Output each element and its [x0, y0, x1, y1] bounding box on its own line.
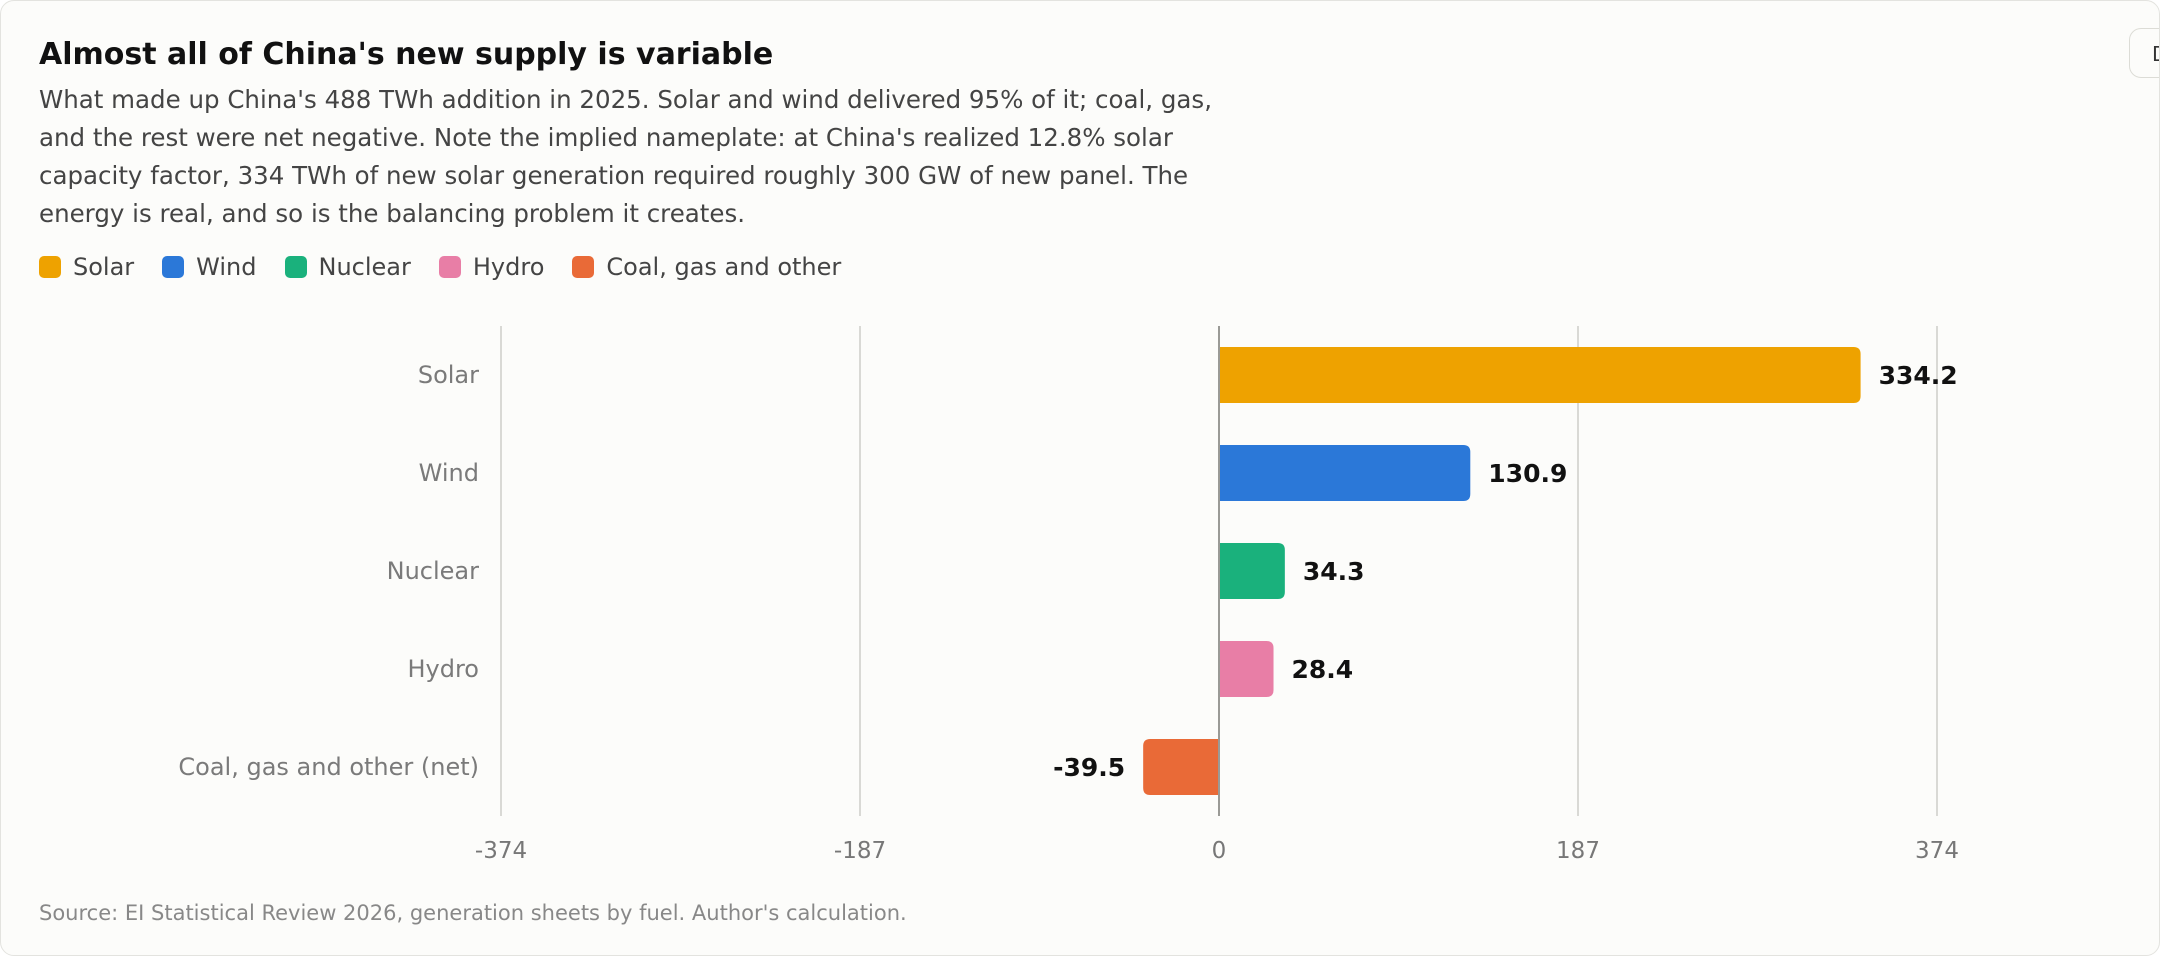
legend-item-coal-gas-other[interactable]: Coal, gas and other: [572, 253, 841, 281]
tick-label-187: -187: [834, 838, 886, 864]
category-label-nuclear: Nuclear: [387, 557, 480, 585]
legend-swatch-nuclear: [284, 256, 307, 278]
legend-swatch-wind: [162, 256, 185, 278]
legend: Solar Wind Nuclear Hydro Coal, gas and o…: [39, 253, 869, 281]
legend-label-coal-gas-other: Coal, gas and other: [606, 253, 842, 281]
legend-item-nuclear[interactable]: Nuclear: [284, 253, 411, 281]
legend-item-hydro[interactable]: Hydro: [438, 253, 545, 281]
category-label-wind: Wind: [419, 459, 479, 487]
bar-wind: [1219, 445, 1471, 501]
source-note: Source: EI Statistical Review 2026, gene…: [39, 901, 907, 925]
category-label-solar: Solar: [418, 361, 479, 389]
legend-swatch-solar: [39, 256, 61, 278]
legend-label-wind: Wind: [196, 253, 257, 281]
legend-item-solar[interactable]: Solar: [39, 253, 134, 281]
chart-title: Almost all of China's new supply is vari…: [39, 37, 774, 72]
legend-item-wind[interactable]: Wind: [162, 253, 257, 281]
value-label-nuclear: 34.3: [1303, 557, 1365, 586]
category-label-hydro: Hydro: [407, 655, 479, 683]
value-label-hydro: 28.4: [1292, 655, 1354, 684]
legend-swatch-hydro: [438, 256, 461, 278]
legend-label-nuclear: Nuclear: [318, 253, 411, 281]
value-label-wind: 130.9: [1488, 459, 1567, 488]
tick-label-187: 187: [1556, 838, 1600, 864]
tick-label-0: 0: [1212, 838, 1227, 864]
bar-hydro: [1219, 641, 1274, 697]
tick-label-374: 374: [1915, 838, 1959, 864]
bar-nuclear: [1219, 543, 1285, 599]
bar-solar: [1219, 347, 1861, 403]
legend-label-hydro: Hydro: [472, 253, 545, 281]
category-label-coal-gas-and-other-net: Coal, gas and other (net): [178, 753, 479, 781]
legend-label-solar: Solar: [73, 253, 135, 281]
value-label-coal-gas-and-other-net: -39.5: [1053, 753, 1125, 782]
value-label-solar: 334.2: [1879, 361, 1958, 390]
tick-label-374: -374: [475, 838, 527, 864]
corner-button[interactable]: D: [2129, 28, 2159, 78]
bar-coal-gas-and-other-net: [1143, 739, 1219, 795]
legend-swatch-coal-gas-other: [572, 256, 595, 278]
chart-subtitle: What made up China's 488 TWh addition in…: [39, 85, 1212, 228]
